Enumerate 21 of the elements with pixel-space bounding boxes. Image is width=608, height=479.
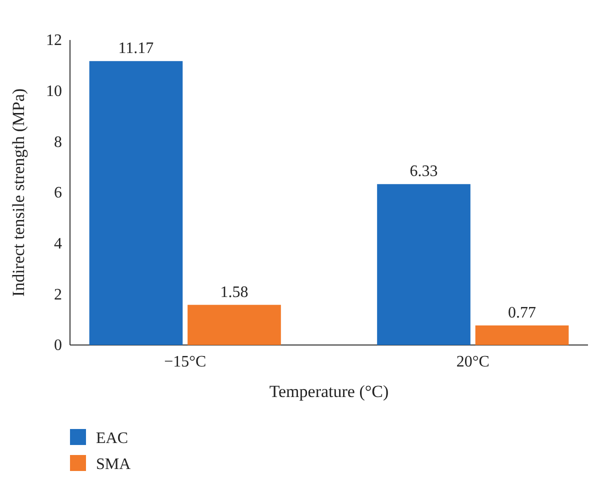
x-axis-title: Temperature (°C) [269, 382, 389, 401]
bar [89, 61, 183, 345]
bar [475, 325, 569, 345]
y-tick-label: 8 [54, 134, 62, 151]
data-label: 6.33 [410, 163, 438, 180]
x-tick-label: −15°C [164, 353, 206, 370]
legend-label: SMA [96, 456, 132, 473]
legend-label: EAC [96, 430, 128, 447]
y-tick-label: 2 [54, 286, 62, 304]
y-axis-title: Indirect tensile strength (MPa) [9, 88, 28, 297]
y-tick-label: 12 [46, 32, 62, 50]
x-tick-label: 20°C [456, 353, 490, 370]
y-tick-label: 4 [54, 235, 62, 252]
data-label: 11.17 [118, 40, 154, 58]
data-label: 1.58 [220, 284, 248, 301]
bar [188, 304, 281, 345]
y-tick-label: 6 [54, 184, 62, 202]
data-label: 0.77 [508, 304, 536, 322]
bar [377, 184, 470, 345]
y-tick-label: 0 [54, 337, 62, 354]
y-tick-label: 10 [46, 82, 62, 100]
